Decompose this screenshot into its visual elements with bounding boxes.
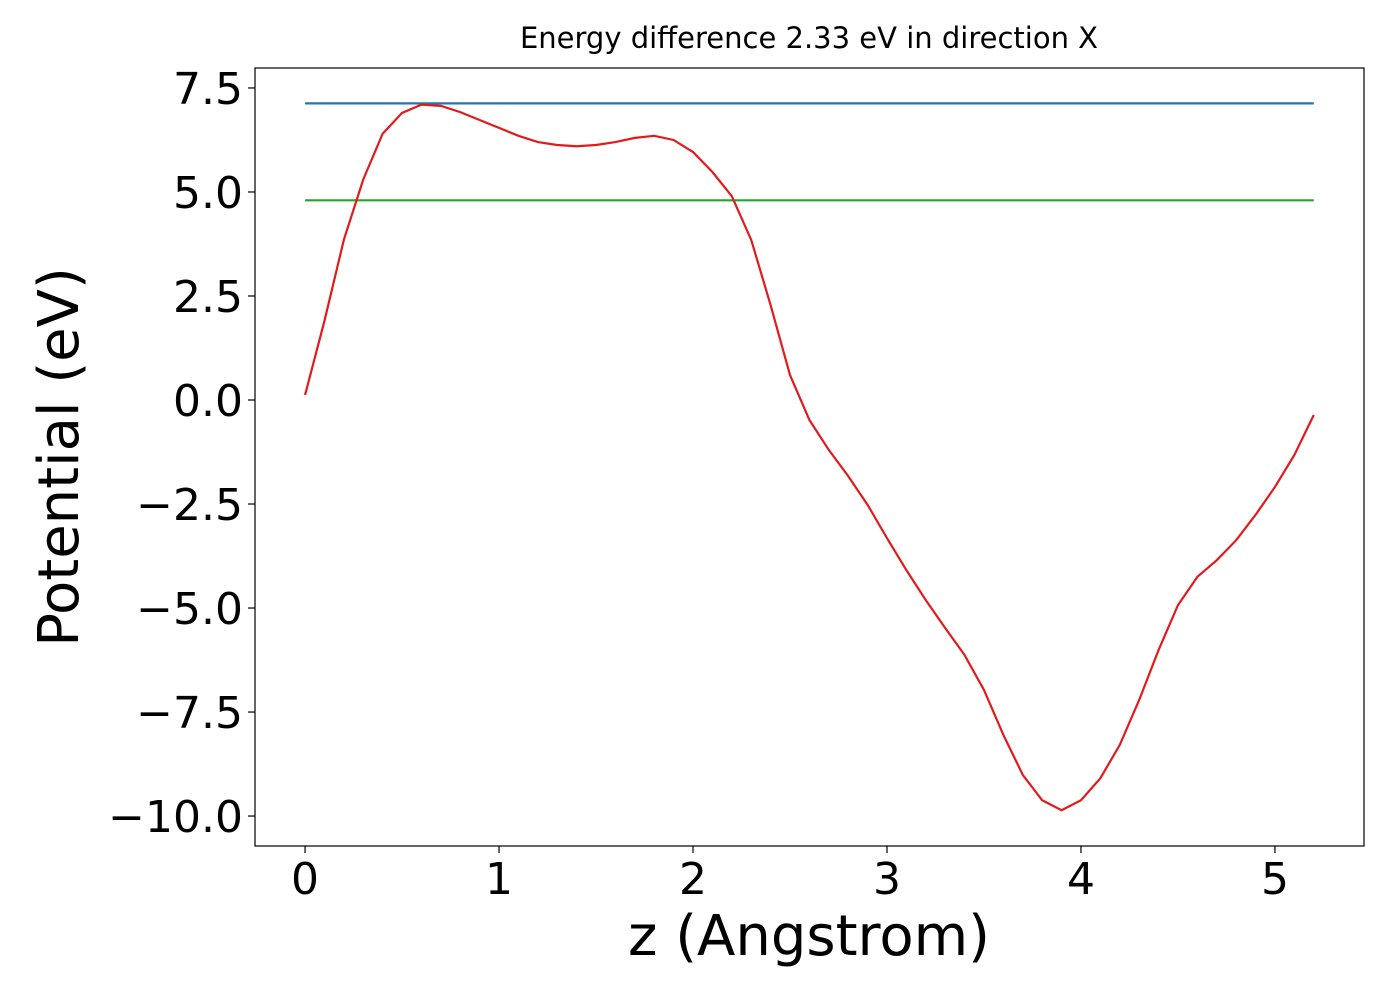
x-axis-label: z (Angstrom): [628, 904, 990, 969]
y-tick-label: −2.5: [136, 480, 243, 531]
y-axis-label: Potential (eV): [27, 267, 92, 647]
y-tick-label: 0.0: [173, 376, 243, 427]
y-tick-label: 7.5: [173, 64, 243, 115]
y-tick-label: −5.0: [136, 584, 243, 635]
y-tick-label: −10.0: [108, 792, 243, 843]
y-tick-label: −7.5: [136, 688, 243, 739]
x-tick-label: 5: [1261, 854, 1289, 905]
x-tick-label: 0: [291, 854, 319, 905]
data-line: [303, 103, 1315, 812]
x-tick-label: 3: [873, 854, 901, 905]
plot-frame: [254, 67, 1365, 847]
x-tick-label: 4: [1067, 854, 1095, 905]
y-tick-label: 5.0: [173, 168, 243, 219]
chart-title: Energy difference 2.33 eV in direction X: [520, 21, 1098, 55]
x-tick-label: 2: [679, 854, 707, 905]
y-tick-label: 2.5: [173, 272, 243, 323]
x-tick-label: 1: [485, 854, 513, 905]
